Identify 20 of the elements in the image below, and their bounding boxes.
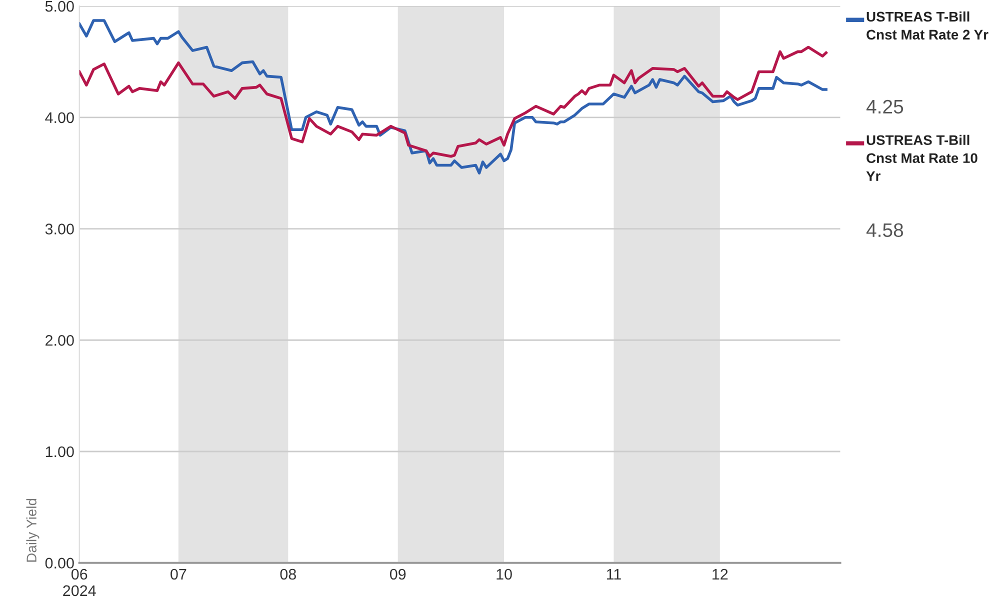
y-tick-label: 4.00 [45, 112, 74, 124]
legend-label: USTREAS T-Bill Cnst Mat Rate 2 Yr [866, 11, 988, 40]
y-axis-title: Daily Yield [26, 498, 40, 562]
y-tick-label: 0.00 [45, 558, 74, 569]
y-tick-label: 2.00 [46, 335, 74, 346]
x-tick-label: 12 [712, 568, 728, 580]
legend-label: USTREAS T-Bill Cnst Mat Rate 10 Yr [866, 134, 978, 181]
x-tick-label: 10 [496, 568, 512, 580]
text: 4.25 [866, 100, 904, 114]
line-series [79, 19, 828, 174]
y-tick-label: 5.00 [45, 0, 74, 12]
line-series [79, 46, 828, 158]
y-tick-label: 3.00 [45, 224, 74, 234]
text: 4.58 [866, 223, 904, 238]
y-tick-label: 1.00 [46, 446, 74, 458]
x-tick-label: 07 [170, 568, 186, 580]
x-tick-label: 11 [606, 568, 621, 580]
x-tick-label: 06 2024 [63, 568, 96, 596]
x-tick-label: 08 [280, 568, 296, 580]
x-tick-label: 09 [390, 568, 406, 580]
